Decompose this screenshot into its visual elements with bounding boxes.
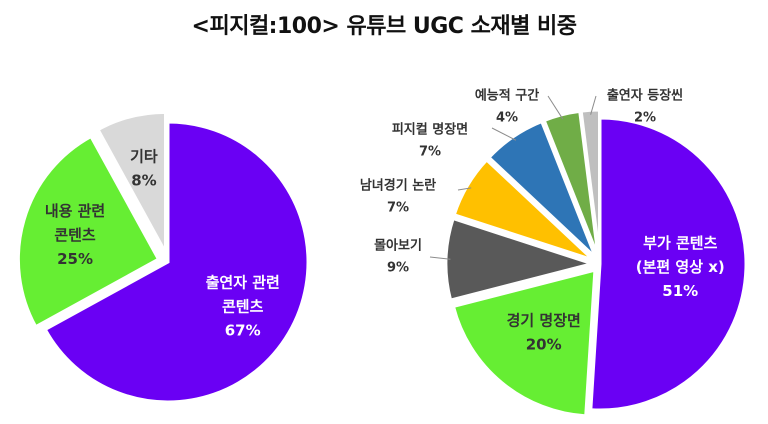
slice-label: 내용 관련 콘텐츠 25%: [45, 202, 105, 268]
slice-label: 부가 콘텐츠 (본편 영상 x) 51%: [636, 234, 725, 300]
leader-line: [491, 127, 517, 141]
slice-label: 출연자 등장씬 2%: [607, 88, 683, 126]
slice-label: 경기 명장면 20%: [507, 311, 581, 353]
slice-label: 남녀경기 논란 7%: [360, 178, 436, 216]
pie-chart-2: 부가 콘텐츠 (본편 영상 x) 51% 경기 명장면 20% 몰아보기 9% 남녀경기 논란…: [360, 88, 748, 418]
pie-slice: [579, 108, 601, 257]
slice-label: 피지컬 명장면 7%: [392, 122, 468, 160]
pie-slice: [486, 119, 597, 259]
pie-slice: [96, 110, 168, 254]
slice-label: 몰아보기 9%: [374, 238, 422, 276]
slice-label: 출연자 관련 콘텐츠 67%: [206, 273, 280, 339]
leader-line: [590, 95, 597, 115]
pie-chart-1: 출연자 관련 콘텐츠 67% 내용 관련 콘텐츠 25% 기타 8%: [16, 110, 310, 404]
leader-line: [547, 95, 564, 120]
pie-slice: [452, 157, 595, 262]
leader-line: [429, 256, 451, 260]
chart-title: <피지컬:100> 유튜브 UGC 소재별 비중: [191, 14, 577, 39]
pie-slice: [16, 134, 161, 329]
leader-line: [457, 187, 472, 191]
pie-slice: [43, 120, 310, 404]
slice-label: 예능적 구간 4%: [475, 88, 539, 126]
pie-slice: [451, 268, 597, 418]
slice-label: 기타 8%: [130, 147, 158, 189]
pie-slice: [542, 109, 600, 257]
pie-slice: [589, 116, 748, 412]
